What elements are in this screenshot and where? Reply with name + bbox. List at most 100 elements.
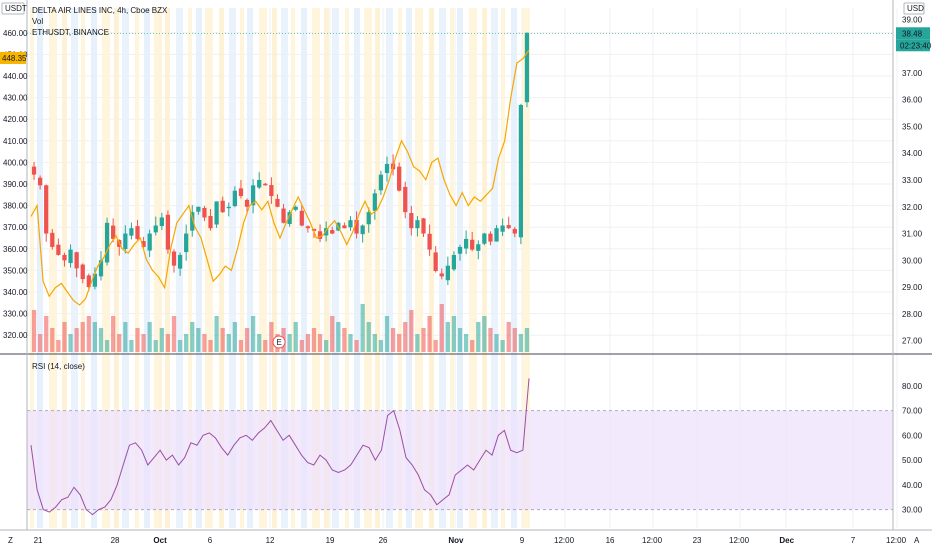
rsi-axis-tick: 30.00 <box>902 506 923 515</box>
time-axis-label: Oct <box>153 536 167 545</box>
session-stripe <box>332 8 339 528</box>
candle-body <box>330 230 335 234</box>
volume-bar <box>494 334 499 352</box>
candle-body <box>135 226 140 239</box>
volume-bar <box>232 322 237 352</box>
volume-bar <box>463 334 469 352</box>
rsi-axis-tick: 50.00 <box>902 456 923 465</box>
volume-bar <box>104 340 110 352</box>
candle-body <box>129 228 134 236</box>
candle-body <box>269 185 274 197</box>
candle-body <box>232 190 237 207</box>
candle-body <box>463 238 469 249</box>
candle-body <box>31 166 37 175</box>
volume-bar <box>171 316 177 352</box>
time-axis-label: 23 <box>693 536 702 545</box>
legend-rsi[interactable]: RSI (14, close) <box>32 362 85 371</box>
session-stripe <box>281 8 288 528</box>
candle-body <box>384 163 390 174</box>
volume-bar <box>342 328 347 352</box>
auto-scale-button[interactable]: A <box>914 536 920 545</box>
right-unit-badge[interactable] <box>903 2 925 15</box>
candle-body <box>177 254 183 269</box>
volume-bar <box>238 340 244 352</box>
session-stripe <box>375 8 380 528</box>
session-stripe <box>49 8 57 528</box>
time-axis-label: 12:00 <box>729 536 750 545</box>
left-unit-badge[interactable] <box>1 2 25 15</box>
session-stripe <box>196 8 202 528</box>
right-axis-tick: 30.00 <box>902 256 923 265</box>
candle-body <box>202 207 207 218</box>
volume-bar <box>293 322 298 352</box>
session-stripe <box>272 8 277 528</box>
volume-bar <box>482 316 487 352</box>
volume-bar <box>68 334 73 352</box>
candle-body <box>324 228 329 236</box>
volume-bar <box>457 328 463 352</box>
legend-volume[interactable]: Vol <box>32 17 43 26</box>
volume-bar <box>129 340 134 352</box>
right-axis-tick: 39.00 <box>902 15 923 24</box>
session-stripe <box>291 8 295 528</box>
volume-bar <box>506 322 511 352</box>
candle-body <box>360 225 365 235</box>
time-axis-label: 9 <box>520 536 525 545</box>
left-axis-tick: 330.00 <box>3 310 28 319</box>
time-axis-label: 12:00 <box>642 536 663 545</box>
rsi-axis-tick: 80.00 <box>902 382 923 391</box>
candle-body <box>147 233 152 251</box>
session-stripe <box>154 8 162 528</box>
left-axis-tick: 340.00 <box>3 288 28 297</box>
candle-body <box>415 220 420 229</box>
volume-bar <box>44 316 49 352</box>
legend-dal[interactable]: DELTA AIR LINES INC, 4h, Cboe BZX <box>32 6 168 15</box>
volume-bar <box>214 316 219 352</box>
candle-body <box>196 206 201 212</box>
volume-bar <box>330 316 335 352</box>
candle-body <box>111 225 116 239</box>
volume-bar <box>202 334 207 352</box>
volume-bar <box>372 334 377 352</box>
time-axis-label: 12:00 <box>554 536 575 545</box>
volume-bar <box>354 340 359 352</box>
session-stripe <box>354 8 360 528</box>
volume-bar <box>250 316 256 352</box>
candle-body <box>50 232 55 247</box>
volume-bar <box>244 328 250 352</box>
candle-body <box>74 252 79 269</box>
volume-bar <box>384 316 390 352</box>
volume-bar <box>409 310 414 352</box>
candle-body <box>293 206 298 210</box>
session-stripe <box>429 8 434 528</box>
candle-body <box>92 273 98 287</box>
volume-bar <box>524 328 530 352</box>
timezone-button[interactable]: Z <box>8 536 13 545</box>
right-axis-tick: 37.00 <box>902 69 923 78</box>
candle-body <box>409 213 414 229</box>
earnings-marker[interactable] <box>272 335 286 349</box>
candle-body <box>153 225 158 233</box>
time-axis-label: 7 <box>851 536 856 545</box>
session-stripe <box>114 8 119 528</box>
right-axis-tick: 29.00 <box>902 283 923 292</box>
volume-bar <box>317 334 323 352</box>
volume-bar <box>348 334 353 352</box>
candle-body <box>281 208 286 223</box>
legend-eth[interactable]: ETHUSDT, BINANCE <box>32 28 109 37</box>
volume-bar <box>159 328 164 352</box>
candle-body <box>500 225 505 232</box>
countdown-label: 02:23:40 <box>900 41 932 50</box>
volume-bar <box>324 340 329 352</box>
candle-body <box>44 185 49 234</box>
volume-bar <box>62 322 67 352</box>
candle-body <box>494 228 499 242</box>
candle-body <box>421 218 426 234</box>
time-axis-label: 28 <box>111 536 120 545</box>
volume-bar <box>123 322 128 352</box>
volume-bar <box>287 334 292 352</box>
candle-body <box>287 212 292 224</box>
candle-body <box>226 206 231 209</box>
